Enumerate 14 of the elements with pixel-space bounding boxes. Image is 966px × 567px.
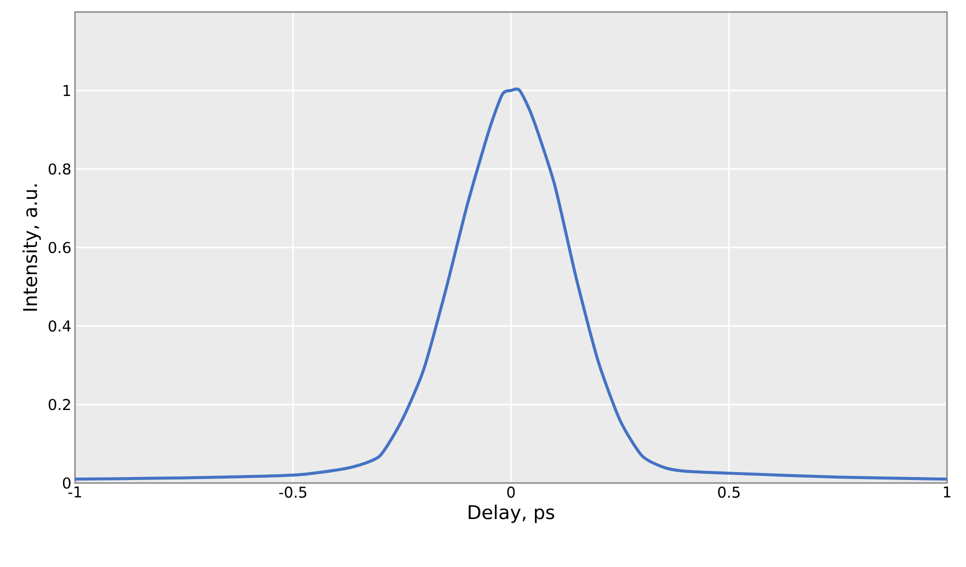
- y-tick-label: 0.8: [48, 163, 70, 175]
- x-tick-label: 0.5: [718, 486, 740, 498]
- line-series: [75, 88, 948, 481]
- y-tick-label: 0.6: [48, 242, 71, 254]
- x-tick-label: 0: [507, 486, 515, 498]
- x-tick-label: -0.5: [279, 486, 306, 498]
- x-tick-label: 1: [944, 486, 950, 498]
- y-tick-label: 0: [62, 477, 70, 489]
- y-tick-label: 0.2: [48, 398, 70, 410]
- x-tick-label: -1: [68, 486, 82, 498]
- x-axis-title: Delay, ps: [468, 504, 554, 523]
- y-axis-title: Intensity, a.u.: [22, 184, 41, 311]
- y-tick-label: 1: [64, 85, 70, 96]
- y-tick-label: 0.4: [48, 320, 71, 332]
